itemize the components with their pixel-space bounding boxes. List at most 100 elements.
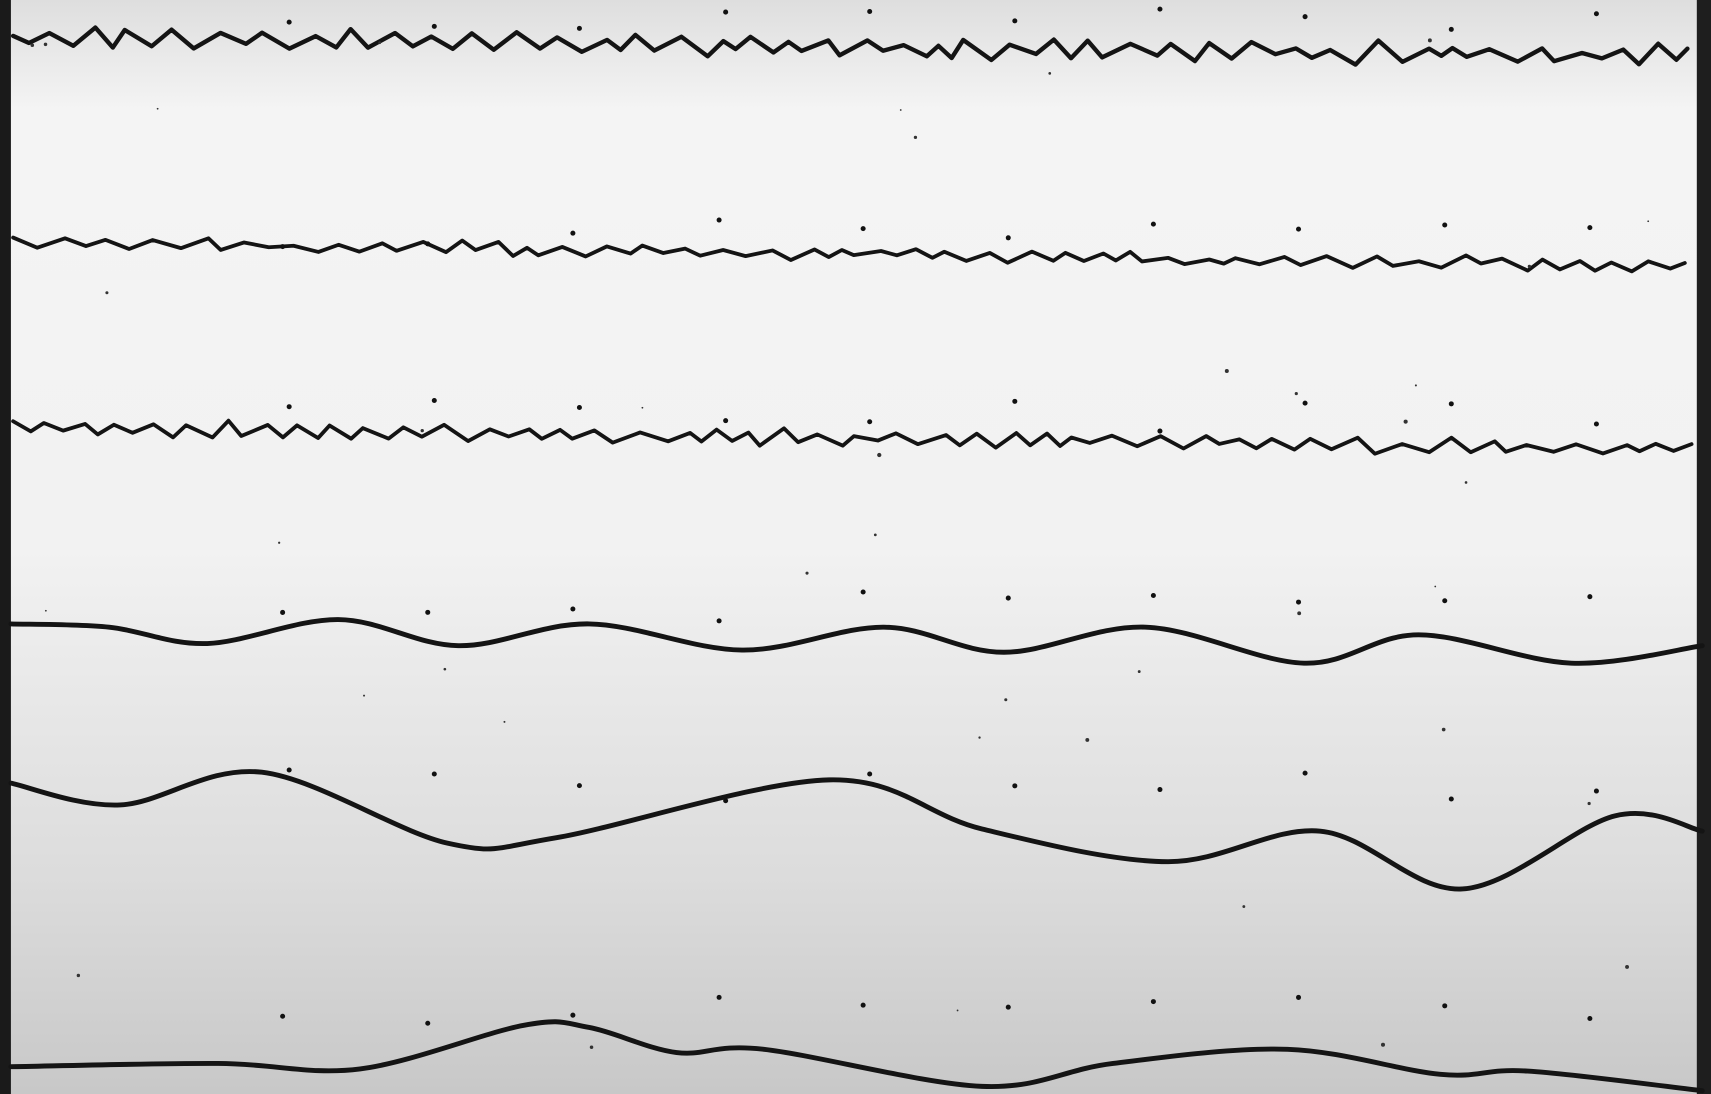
speck bbox=[1414, 384, 1417, 387]
timing-mark bbox=[570, 606, 576, 612]
speck bbox=[1464, 481, 1468, 484]
timing-mark bbox=[716, 994, 722, 1000]
speck bbox=[589, 1045, 594, 1049]
speck bbox=[1427, 38, 1432, 43]
speck bbox=[1587, 801, 1591, 806]
trace bbox=[10, 25, 1690, 67]
speck bbox=[503, 720, 506, 723]
speck bbox=[1647, 220, 1650, 223]
timing-mark bbox=[1296, 994, 1302, 1000]
timing-mark bbox=[1012, 783, 1018, 789]
timing-mark bbox=[716, 217, 722, 223]
speck bbox=[76, 973, 81, 978]
speck bbox=[805, 571, 809, 575]
timing-mark bbox=[867, 419, 873, 425]
timing-mark bbox=[1005, 235, 1011, 241]
speck bbox=[978, 736, 981, 739]
timing-mark bbox=[286, 767, 292, 773]
timing-mark bbox=[1296, 599, 1302, 605]
timing-mark bbox=[1157, 6, 1163, 12]
timing-mark bbox=[1442, 598, 1448, 604]
timing-mark bbox=[1302, 770, 1308, 776]
speck bbox=[899, 109, 902, 111]
timing-mark bbox=[1302, 400, 1308, 406]
speck bbox=[1085, 737, 1090, 742]
timing-mark bbox=[1157, 428, 1163, 434]
speck bbox=[1004, 698, 1008, 702]
timing-mark bbox=[1593, 788, 1599, 794]
timing-mark bbox=[1012, 18, 1018, 24]
left-edge bbox=[0, 0, 11, 1094]
timing-mark bbox=[1593, 421, 1599, 427]
timing-mark bbox=[1442, 1003, 1448, 1009]
timing-mark bbox=[723, 418, 729, 424]
timing-mark bbox=[1587, 1015, 1593, 1021]
speck bbox=[1297, 611, 1302, 616]
timing-mark bbox=[280, 1013, 286, 1019]
timing-mark bbox=[431, 398, 437, 404]
timing-mark bbox=[867, 771, 873, 777]
timing-mark bbox=[1150, 592, 1156, 599]
timing-mark bbox=[1448, 26, 1454, 32]
speck bbox=[956, 1009, 959, 1012]
timing-mark bbox=[425, 609, 431, 615]
speck bbox=[363, 694, 366, 697]
timing-mark bbox=[431, 23, 437, 29]
timing-mark bbox=[860, 226, 866, 232]
speck bbox=[641, 406, 644, 409]
speck bbox=[1527, 264, 1532, 269]
speck bbox=[443, 667, 447, 671]
timing-mark bbox=[1587, 594, 1593, 600]
trace bbox=[8, 617, 1705, 666]
timing-mark bbox=[570, 1012, 576, 1018]
speck bbox=[1380, 1042, 1386, 1047]
traces bbox=[8, 6, 1705, 1094]
timing-mark bbox=[1593, 11, 1599, 17]
speck bbox=[278, 541, 281, 544]
timing-mark bbox=[1012, 398, 1018, 404]
timing-mark bbox=[1005, 1004, 1011, 1010]
timing-mark bbox=[576, 404, 582, 410]
timing-mark bbox=[1448, 401, 1454, 407]
right-edge bbox=[1696, 0, 1711, 1094]
speck bbox=[1434, 585, 1437, 588]
trace bbox=[8, 769, 1705, 892]
timing-mark bbox=[1587, 225, 1593, 231]
timing-mark bbox=[723, 798, 729, 804]
timing-mark bbox=[431, 771, 437, 777]
speck bbox=[1441, 727, 1446, 732]
trace bbox=[11, 418, 1694, 456]
timing-mark bbox=[1296, 226, 1302, 232]
timing-mark bbox=[860, 1002, 866, 1008]
timing-mark bbox=[570, 230, 576, 236]
timing-mark bbox=[1302, 14, 1308, 20]
speck bbox=[1224, 369, 1229, 373]
speck bbox=[1403, 419, 1408, 424]
timing-mark bbox=[716, 618, 722, 624]
trace bbox=[11, 235, 1687, 274]
timing-mark bbox=[576, 25, 582, 31]
speck bbox=[1137, 670, 1141, 673]
timing-mark bbox=[1005, 595, 1011, 601]
timing-mark bbox=[1442, 222, 1448, 228]
timing-mark bbox=[1448, 796, 1454, 802]
timing-mark bbox=[860, 589, 866, 595]
timing-mark bbox=[280, 244, 286, 250]
timing-mark bbox=[425, 241, 431, 247]
speck bbox=[1048, 72, 1052, 75]
speck bbox=[913, 135, 918, 139]
speck bbox=[105, 291, 109, 295]
timing-mark bbox=[286, 404, 292, 410]
speck bbox=[30, 43, 35, 48]
timing-mark bbox=[867, 8, 873, 14]
speck bbox=[43, 42, 48, 47]
timing-mark bbox=[576, 783, 582, 789]
speck bbox=[378, 41, 382, 45]
speck bbox=[1242, 905, 1246, 908]
speck bbox=[420, 428, 424, 433]
speck bbox=[1294, 391, 1298, 396]
timing-mark bbox=[723, 9, 729, 15]
